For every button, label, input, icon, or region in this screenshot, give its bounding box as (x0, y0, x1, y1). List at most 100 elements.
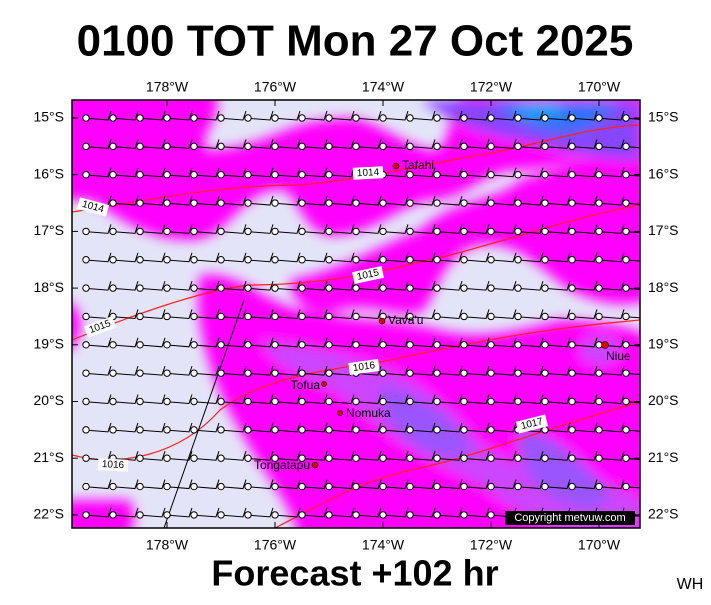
barb-station (298, 227, 306, 236)
wind-barb (352, 394, 382, 406)
lat-tick-label: 15°S (33, 109, 64, 125)
wind-barb (433, 167, 463, 179)
wind-barb (379, 110, 409, 122)
barb-shaft (196, 195, 220, 206)
barb-shaft (358, 224, 382, 234)
barb-station (244, 454, 252, 462)
barb-shaft (439, 139, 463, 149)
wind-barb (595, 479, 625, 491)
barb-station (568, 397, 576, 406)
barb-station (514, 114, 522, 122)
barb-shaft (196, 422, 220, 433)
barb-shaft (277, 394, 301, 405)
wind-barb (487, 224, 517, 236)
barb-station (244, 114, 252, 122)
wind-barb (622, 256, 640, 264)
wind-barb (136, 479, 166, 491)
barb-shaft (466, 507, 490, 518)
lat-tick-label: 19°S (33, 336, 64, 352)
wind-barb (406, 252, 436, 264)
wind-barb (379, 252, 409, 264)
barb-shaft (115, 110, 139, 121)
barb-shaft (142, 139, 166, 149)
barb-shaft (412, 394, 436, 405)
wind-barb (136, 337, 166, 349)
barb-shaft (466, 195, 490, 206)
barb-station (406, 482, 414, 491)
barb-shaft (412, 309, 436, 319)
barb-station (325, 426, 333, 434)
barb-station (460, 171, 468, 179)
wind-barb (82, 139, 112, 151)
wind-barb (271, 507, 301, 519)
barb-station (190, 142, 198, 151)
barb-shaft (466, 479, 490, 490)
place-dot (392, 162, 400, 170)
wind-barb (568, 422, 598, 434)
barb-station (298, 482, 306, 491)
barb-shaft (439, 309, 463, 319)
wind-barb (406, 365, 436, 377)
barb-shaft (142, 337, 166, 348)
wind-barb (163, 224, 193, 236)
barb-shaft (412, 252, 436, 263)
barb-shaft (277, 507, 301, 518)
wind-barb (487, 479, 517, 491)
wind-barb (622, 142, 640, 151)
barb-station (190, 312, 198, 321)
wind-barb (622, 284, 640, 292)
wind-barb (487, 365, 517, 377)
barb-station (460, 426, 468, 434)
place-label: Tafahi (402, 158, 434, 172)
barb-station (622, 341, 630, 349)
barb-shaft (277, 451, 301, 461)
wind-barb (568, 195, 598, 207)
wind-barb (271, 479, 301, 491)
wind-barb (244, 309, 274, 321)
barb-shaft (412, 139, 436, 149)
wind-barb (109, 280, 139, 292)
barb-shaft (115, 337, 139, 348)
barb-station (622, 142, 630, 151)
barb-station (109, 511, 117, 519)
wind-barb (136, 195, 166, 207)
barb-shaft (88, 337, 112, 348)
barb-station (541, 397, 549, 406)
barb-shaft (547, 479, 571, 490)
barb-shaft (493, 224, 517, 234)
barb-shaft (601, 110, 625, 121)
barb-station (595, 397, 603, 406)
barb-shaft (628, 118, 640, 120)
wind-barb (190, 337, 220, 349)
barb-station (406, 341, 414, 349)
wind-barb (271, 195, 301, 207)
barb-station (595, 482, 603, 491)
wind-barb (82, 280, 112, 292)
wind-barb (433, 422, 463, 434)
wind-barb (352, 139, 382, 151)
barb-station (271, 369, 279, 377)
barb-shaft (331, 224, 355, 234)
barb-station (487, 171, 495, 179)
barb-shaft (331, 422, 355, 433)
wind-barb (352, 224, 382, 236)
barb-shaft (223, 224, 247, 234)
wind-barb (244, 507, 274, 519)
wind-barb (622, 171, 640, 179)
wind-barb (406, 195, 436, 207)
barb-shaft (385, 252, 409, 263)
barb-shaft (223, 365, 247, 376)
barb-station (325, 454, 333, 462)
barb-shaft (601, 167, 625, 178)
barb-station (298, 142, 306, 151)
barb-shaft (115, 252, 139, 263)
barb-station (325, 341, 333, 349)
barb-station (568, 482, 576, 491)
wind-barb (460, 139, 490, 151)
wind-barb (568, 309, 598, 321)
barb-shaft (169, 507, 193, 518)
barb-station (82, 114, 90, 122)
barb-shaft (331, 280, 355, 291)
barb-station (136, 312, 144, 321)
wind-barb (352, 252, 382, 264)
